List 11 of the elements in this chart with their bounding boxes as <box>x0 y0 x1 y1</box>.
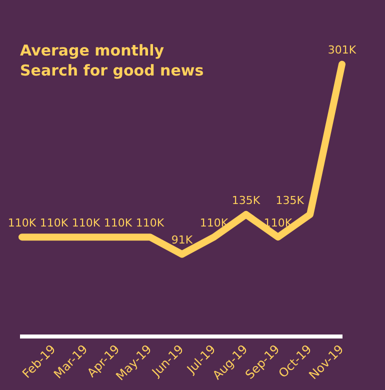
data-label: 110K <box>136 216 165 230</box>
data-label: 301K <box>328 44 357 57</box>
data-label: 110K <box>40 216 69 230</box>
data-label: 135K <box>276 194 305 207</box>
data-label: 110K <box>104 216 133 230</box>
chart-title: Average monthly Search for good news <box>20 41 204 80</box>
data-label: 91K <box>171 234 194 247</box>
data-label: 110K <box>200 216 229 230</box>
data-label: 110K <box>8 216 37 230</box>
data-label: 135K <box>232 194 261 207</box>
data-label: 110K <box>72 216 101 230</box>
